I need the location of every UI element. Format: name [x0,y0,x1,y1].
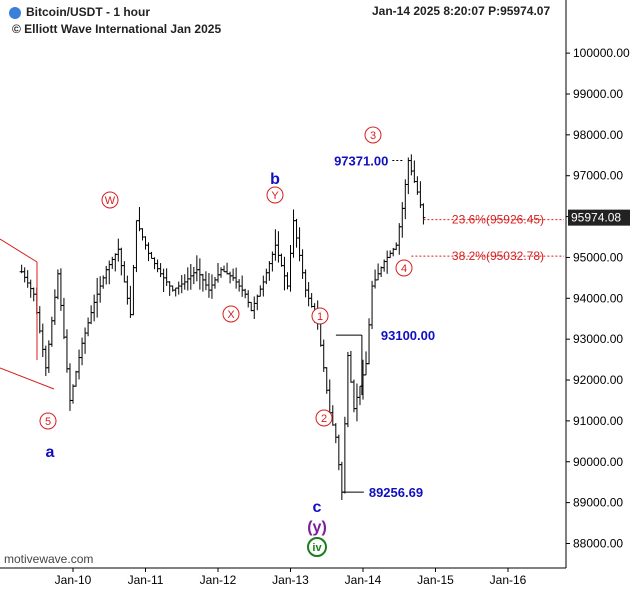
wave-label: Y [271,190,279,202]
copyright-line: © Elliott Wave International Jan 2025 [12,22,222,36]
chart-title: Bitcoin/USDT - 1 hour [26,5,150,19]
price-axis-tick-label: 90000.00 [573,455,623,469]
wave-label: 5 [45,416,51,428]
time-axis-tick-label: Jan-11 [128,573,164,587]
wave-label-circle [395,259,413,277]
wave-label: (y) [307,519,327,536]
price-axis-tick-label: 98000.00 [573,128,623,142]
wave-label: a [46,444,55,461]
channel-line [0,238,38,263]
wave-label-circle [39,412,57,430]
price-label: 89256.69 [369,485,423,500]
time-axis-tick-label: Jan-12 [200,573,237,587]
timestamp-price: Jan-14 2025 8:20:07 P:95974.07 [372,4,551,18]
wave-label-circle [311,307,329,325]
wave-label-circle [315,409,333,427]
wave-label: X [227,309,235,321]
wave-label: iv [312,542,322,554]
time-axis-tick-label: Jan-16 [490,573,527,587]
wave-label: b [270,171,280,188]
wave-label: 4 [401,263,407,275]
time-axis-tick-label: Jan-15 [417,573,454,587]
time-axis-tick-label: Jan-14 [345,573,382,587]
price-label: 97371.00 [334,154,388,169]
time-axis-tick-label: Jan-13 [272,573,309,587]
price-axis-tick-label: 100000.00 [573,46,630,60]
price-label: 93100.00 [381,328,435,343]
watermark: motivewave.com [4,552,94,566]
wave-label: 3 [370,130,376,142]
price-axis-tick-label: 99000.00 [573,87,623,101]
price-axis-tick-label: 94000.00 [573,291,623,305]
fib-level-label: 23.6%(95926.45) [452,213,544,227]
wave-label-circle [222,305,240,323]
wave-label-circle [364,126,382,144]
time-axis-tick-label: Jan-10 [55,573,92,587]
price-axis-tick-label: 88000.00 [573,536,623,550]
price-axis-tick-label: 89000.00 [573,496,623,510]
price-axis-tick-label: 92000.00 [573,373,623,387]
symbol-color-dot [9,7,21,19]
wave-label: c [313,499,322,516]
price-axis-tick-label: 91000.00 [573,414,623,428]
price-axis-tick-label: 97000.00 [573,169,623,183]
last-price-tag [568,209,630,226]
last-price-tag-label: 95974.08 [571,211,621,225]
price-axis-tick-label: 95000.00 [573,250,623,264]
price-axis-tick-label: 93000.00 [573,332,623,346]
channel-line [0,367,55,390]
wave-label-circle [266,186,284,204]
wave-label-circle [101,191,119,209]
wave-label: W [105,195,116,207]
wave-label-circle [307,537,327,557]
wave-label: 2 [321,413,327,425]
fib-level-label: 38.2%(95032.78) [452,249,544,263]
wave-label: 1 [317,311,323,323]
